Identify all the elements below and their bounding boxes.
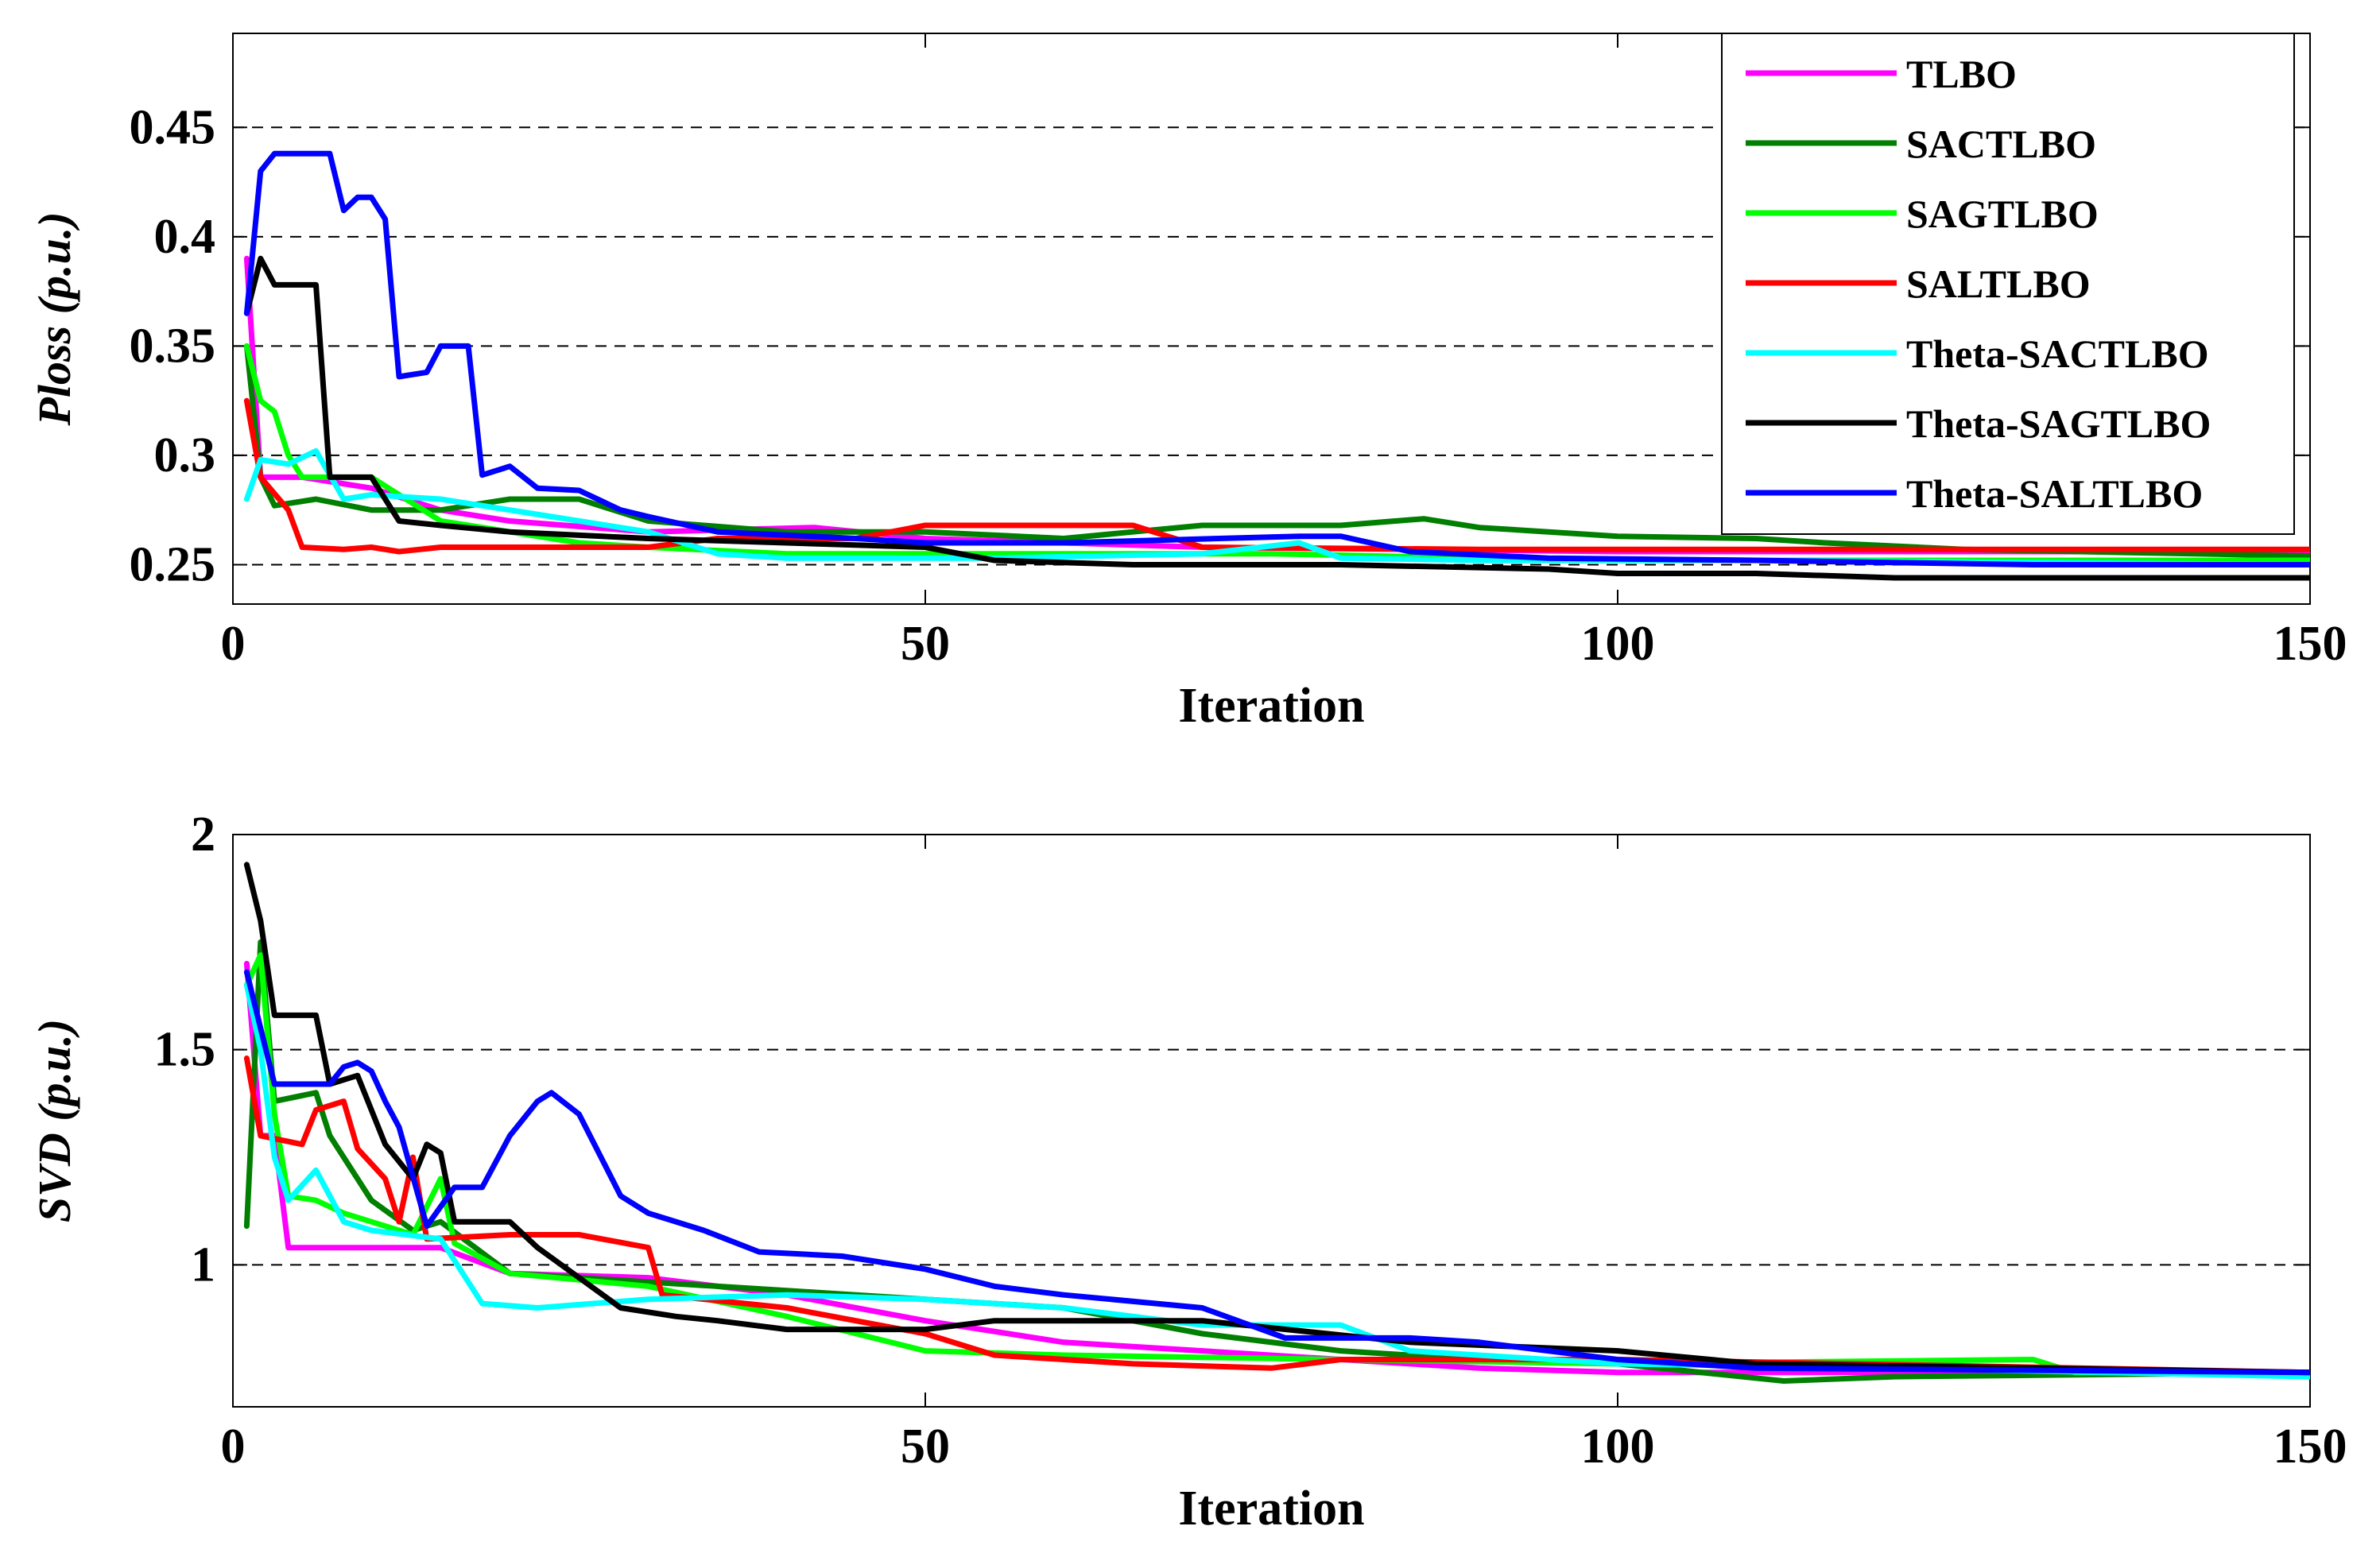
- x-tick-label: 150: [2273, 1420, 2347, 1474]
- x-tick-label: 150: [2273, 617, 2347, 671]
- legend-label-theta-sactlbo: Theta-SACTLBO: [1906, 331, 2209, 376]
- x-tick-label: 50: [901, 617, 950, 671]
- svd-subplot: 1 1.5 2 0 50 100 150 Iteration SVD (p.u.): [29, 808, 2347, 1536]
- series-line-saltlbo: [243, 1056, 2310, 1376]
- x-axis-label: Iteration: [1178, 1482, 1364, 1536]
- x-axis-label: Iteration: [1178, 679, 1364, 733]
- series-line-theta-sactlbo: [243, 982, 2310, 1380]
- y-tick-label: 0.45: [130, 100, 216, 154]
- legend-label-theta-saltlbo: Theta-SALTLBO: [1906, 471, 2203, 516]
- y-tick-label: 0.35: [130, 319, 216, 373]
- x-tick-label: 50: [901, 1420, 950, 1474]
- legend-label-saltlbo: SALTLBO: [1906, 261, 2091, 306]
- y-tick-label: 0.3: [154, 428, 216, 482]
- x-tick-label: 100: [1581, 617, 1655, 671]
- series-line-theta-saltlbo: [243, 969, 2310, 1376]
- y-tick-label: 0.4: [154, 210, 216, 264]
- x-tick-label: 0: [221, 617, 246, 671]
- plot-area-1: [232, 834, 2311, 1408]
- legend-label-sactlbo: SACTLBO: [1906, 122, 2096, 166]
- series-line-theta-sactlbo: [243, 447, 2310, 567]
- legend-label-theta-sagtlbo: Theta-SAGTLBO: [1906, 401, 2211, 446]
- legend: TLBO SACTLBO SAGTLBO SALTLBO Theta-SACTLBO Th…: [1721, 33, 2295, 535]
- y-tick-label: 0.25: [130, 537, 216, 591]
- y-tick-label: 2: [191, 808, 215, 862]
- x-tick-label: 0: [221, 1420, 246, 1474]
- x-tick-label: 100: [1581, 1420, 1655, 1474]
- y-axis-label: Ploss (p.u.): [29, 211, 80, 426]
- series-line-theta-saltlbo: [243, 150, 2310, 567]
- series-line-sactlbo: [243, 343, 2310, 559]
- y-tick-label: 1.5: [154, 1023, 216, 1077]
- legend-label-tlbo: TLBO: [1906, 52, 2017, 96]
- y-axis-label: SVD (p.u.): [29, 1019, 80, 1222]
- y-tick-label: 1: [191, 1238, 215, 1292]
- legend-label-sagtlbo: SAGTLBO: [1906, 192, 2099, 236]
- series-line-theta-sagtlbo: [243, 255, 2310, 581]
